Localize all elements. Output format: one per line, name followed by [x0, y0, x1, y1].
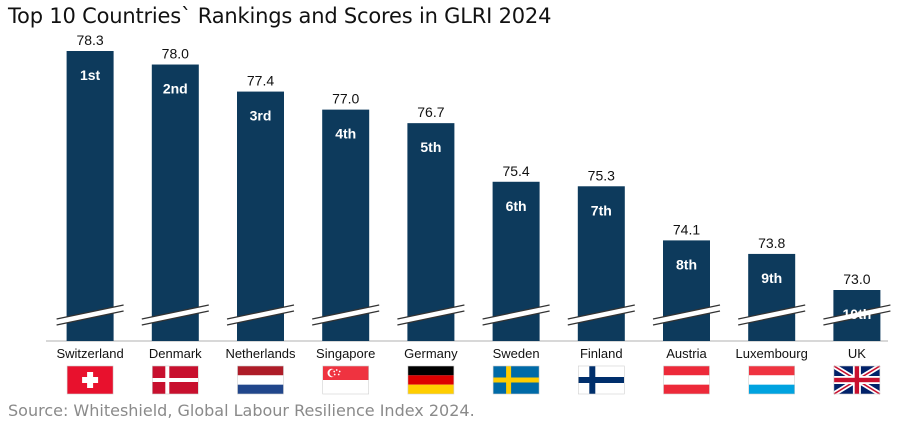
bar-switzerland [66, 51, 114, 341]
axis-break-germany [397, 304, 465, 326]
austria-flag-icon [663, 365, 710, 395]
axis-break-sweden [482, 304, 550, 326]
category-label-germany: Germany [404, 346, 458, 361]
rank-label-denmark: 2nd [163, 81, 188, 97]
value-label-switzerland: 78.3 [76, 32, 103, 48]
value-label-denmark: 78.0 [162, 46, 189, 62]
axis-break-netherlands [226, 304, 295, 326]
value-label-sweden: 75.4 [502, 163, 529, 179]
axis-break-austria [652, 304, 721, 326]
category-label-netherlands: Netherlands [225, 346, 296, 361]
rank-label-luxembourg: 9th [761, 270, 782, 286]
value-label-luxembourg: 73.8 [758, 235, 785, 251]
bar-denmark [151, 64, 199, 341]
value-label-finland: 75.3 [588, 167, 615, 183]
bar-singapore [322, 109, 370, 341]
rank-label-switzerland: 1st [80, 67, 101, 83]
sweden-flag-icon [492, 365, 540, 395]
category-label-singapore: Singapore [316, 346, 375, 361]
source-note: Source: Whiteshield, Global Labour Resil… [8, 401, 475, 420]
category-label-luxembourg: Luxembourg [736, 346, 808, 361]
rank-label-netherlands: 3rd [250, 108, 272, 124]
germany-flag-icon [407, 365, 455, 395]
bar-germany [407, 123, 455, 341]
rank-label-singapore: 4th [335, 126, 356, 142]
axis-break-uk [823, 304, 891, 326]
switzerland-flag-icon [66, 365, 114, 395]
axis-break-denmark [141, 304, 209, 326]
finland-flag-icon [577, 365, 625, 395]
rank-label-uk: 10th [843, 306, 872, 322]
luxembourg-flag-icon [748, 365, 796, 395]
rank-label-austria: 8th [676, 256, 697, 272]
bar-austria [663, 240, 710, 341]
rank-label-germany: 5th [420, 139, 441, 155]
category-label-finland: Finland [580, 346, 623, 361]
value-label-austria: 74.1 [673, 221, 700, 237]
singapore-flag-icon [322, 365, 370, 395]
value-label-uk: 73.0 [843, 271, 870, 287]
axis-break-singapore [312, 304, 380, 326]
denmark-flag-icon [152, 365, 199, 395]
rank-label-finland: 7th [591, 202, 612, 218]
axis-break-luxembourg [738, 304, 806, 326]
axis-break-switzerland [56, 304, 124, 326]
category-label-sweden: Sweden [493, 346, 540, 361]
chart-title: Top 10 Countries` Rankings and Scores in… [8, 4, 552, 28]
uk-flag-icon [832, 363, 882, 397]
value-label-netherlands: 77.4 [247, 73, 274, 89]
value-label-germany: 76.7 [417, 104, 444, 120]
axis-break-finland [567, 304, 635, 326]
bar-luxembourg [748, 253, 796, 341]
bar-netherlands [237, 91, 284, 342]
value-label-singapore: 77.0 [332, 91, 359, 107]
category-label-denmark: Denmark [149, 346, 202, 361]
category-label-uk: UK [848, 346, 866, 361]
category-label-switzerland: Switzerland [56, 346, 123, 361]
netherlands-flag-icon [237, 365, 284, 395]
category-label-austria: Austria [666, 346, 707, 361]
rank-label-sweden: 6th [506, 198, 527, 214]
